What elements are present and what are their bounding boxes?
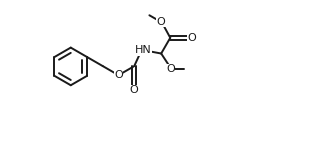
Text: O: O bbox=[187, 33, 196, 43]
Text: HN: HN bbox=[135, 45, 152, 55]
Text: O: O bbox=[114, 70, 123, 80]
Text: O: O bbox=[157, 17, 166, 27]
Text: O: O bbox=[166, 64, 175, 74]
Text: O: O bbox=[130, 85, 139, 95]
